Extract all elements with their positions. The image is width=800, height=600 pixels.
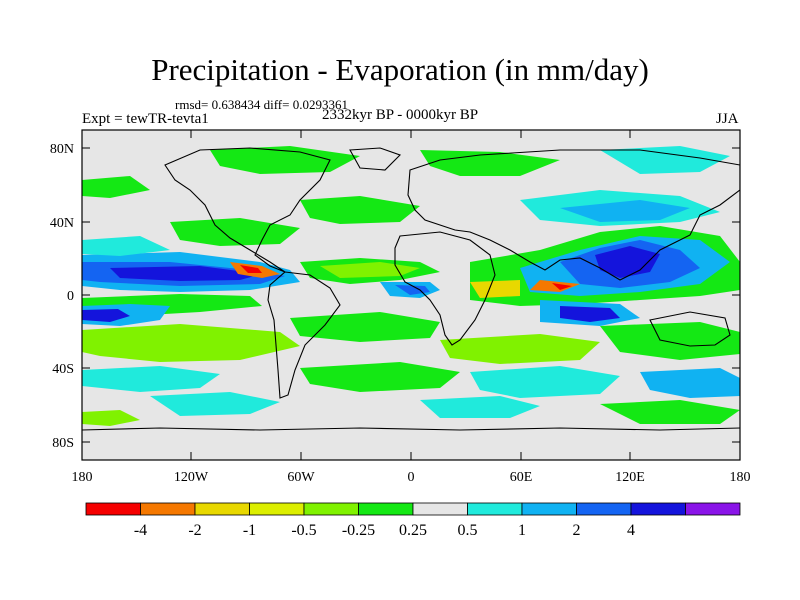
colorbar-box	[521, 502, 577, 516]
lon-label: 60E	[510, 470, 533, 485]
mid-latitude-patches	[82, 146, 730, 256]
colorbar-label: -0.25	[342, 522, 375, 539]
lat-label: 0	[67, 289, 74, 304]
colorbar	[85, 502, 741, 516]
lat-label: 80N	[50, 142, 74, 157]
colorbar-box	[85, 502, 141, 516]
longitude-labels: 180 120W 60W 0 60E 120E 180	[72, 470, 751, 485]
coastlines	[82, 147, 740, 431]
colorbar-label: -2	[188, 522, 201, 539]
lon-label: 0	[408, 470, 415, 485]
southern-bands	[82, 312, 740, 426]
colorbar-box	[249, 502, 305, 516]
lon-label: 120W	[174, 470, 209, 485]
latitude-labels: 80N 40N 0 40S 80S	[50, 142, 74, 451]
lat-label: 40N	[50, 216, 74, 231]
colorbar-label: -4	[134, 522, 147, 539]
colorbar-label: 4	[627, 522, 635, 539]
lat-label: 40S	[52, 362, 74, 377]
lon-label: 120E	[615, 470, 645, 485]
colorbar-label: 2	[573, 522, 581, 539]
season-label: JJA	[716, 111, 739, 127]
colorbar-label: 1	[518, 522, 526, 539]
colorbar-box	[303, 502, 359, 516]
colorbar-labels: -4 -2 -1 -0.5 -0.25 0.25 0.5 1 2 4	[134, 522, 635, 539]
colorbar-box	[576, 502, 632, 516]
colorbar-label: 0.5	[458, 522, 478, 539]
colorbar-box	[194, 502, 250, 516]
colorbar-box	[685, 502, 741, 516]
tropical-pacific-east	[82, 252, 300, 326]
colorbar-label: 0.25	[399, 522, 427, 539]
map-ticks	[82, 130, 740, 460]
colorbar-box	[412, 502, 468, 516]
colorbar-box	[358, 502, 414, 516]
lon-label: 180	[730, 470, 751, 485]
stats-line: rmsd= 0.638434 diff= 0.0293361	[175, 97, 348, 112]
tropical-atlantic	[300, 258, 440, 298]
lon-label: 60W	[287, 470, 315, 485]
colorbar-box	[467, 502, 523, 516]
colorbar-label: -0.5	[291, 522, 316, 539]
period-label: 2332kyr BP - 0000kyr BP	[322, 107, 479, 123]
map-plot-area	[82, 130, 740, 460]
experiment-label: Expt = tewTR-tevta1	[82, 111, 209, 127]
map-title: Precipitation - Evaporation (in mm/day)	[151, 52, 649, 87]
lat-label: 80S	[52, 436, 74, 451]
colorbar-label: -1	[243, 522, 256, 539]
colorbar-box	[630, 502, 686, 516]
lon-label: 180	[72, 470, 93, 485]
indian-ocean-monsoon	[470, 226, 740, 326]
colorbar-box	[140, 502, 196, 516]
